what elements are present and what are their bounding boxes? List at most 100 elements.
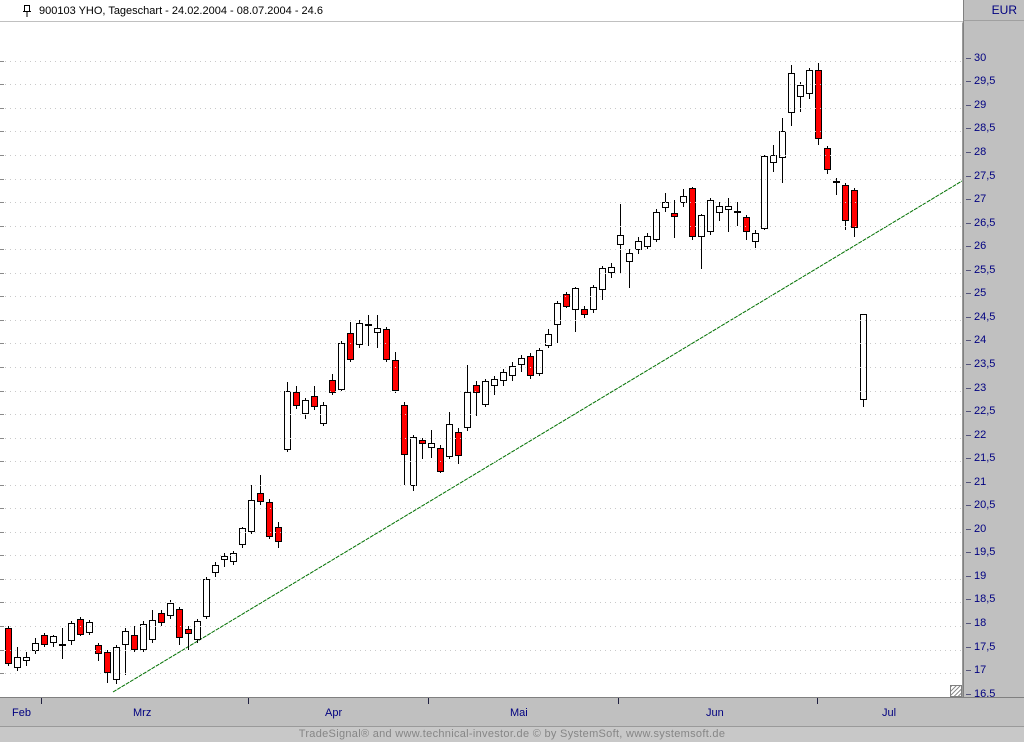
gridline <box>0 414 962 415</box>
candle-body <box>644 236 651 247</box>
candle-body <box>554 303 561 325</box>
y-axis-label: 21,5 <box>974 452 996 464</box>
y-axis-tick <box>966 623 971 624</box>
candle-body <box>23 657 30 661</box>
candle-body <box>617 235 624 245</box>
gridline <box>0 673 962 674</box>
candle-body <box>284 391 291 450</box>
candle-body <box>131 635 138 650</box>
y-minor-tick <box>0 579 4 580</box>
resize-grip[interactable] <box>950 685 962 697</box>
candle-wick <box>125 628 126 675</box>
gridline <box>0 84 962 85</box>
candle-wick <box>260 475 261 505</box>
candle-body <box>419 440 426 444</box>
candle-body <box>122 631 129 645</box>
y-axis-tick <box>966 340 971 341</box>
y-axis-label: 26,5 <box>974 217 996 229</box>
candle-body <box>482 381 489 405</box>
y-axis-tick <box>966 317 971 318</box>
y-axis-tick <box>966 293 971 294</box>
candle-wick <box>701 214 702 269</box>
y-axis-tick <box>966 599 971 600</box>
gridline <box>0 273 962 274</box>
candle-body <box>392 360 399 391</box>
candle-wick <box>368 315 369 346</box>
candle-body <box>248 500 255 532</box>
candle-wick <box>836 178 837 195</box>
x-axis-tick <box>817 698 818 704</box>
y-axis-label: 26 <box>974 240 987 252</box>
x-axis-label: Mrz <box>133 707 152 719</box>
candle-body <box>329 380 336 393</box>
y-axis-tick <box>966 270 971 271</box>
y-axis-label: 21 <box>974 476 987 488</box>
x-axis-label: Apr <box>325 707 343 719</box>
y-axis-tick <box>966 552 971 553</box>
y-axis-label: 29,5 <box>974 75 996 87</box>
y-axis-tick <box>966 694 971 695</box>
candle-body <box>167 603 174 616</box>
y-minor-tick <box>0 438 4 439</box>
y-minor-tick <box>0 155 4 156</box>
candle-wick <box>800 82 801 112</box>
price-axis[interactable]: 30 29,5 29 28,5 28 27,5 27 26,5 26 25,5 25 24,5 24 23… <box>963 21 1024 700</box>
y-axis-tick <box>966 670 971 671</box>
candle-body <box>86 622 93 633</box>
candle-body <box>257 493 264 502</box>
candle-wick <box>224 553 225 567</box>
candle-body <box>158 613 165 623</box>
candle-body <box>293 392 300 406</box>
gridline <box>0 108 962 109</box>
candle-body <box>95 645 102 654</box>
y-axis-label: 29 <box>974 99 987 111</box>
candle-body <box>212 565 219 573</box>
y-axis-label: 28,5 <box>974 122 996 134</box>
candle-body <box>563 294 570 307</box>
candle-wick <box>728 198 729 232</box>
y-axis-label: 25,5 <box>974 264 996 276</box>
candle-wick <box>629 249 630 288</box>
chart-plot-area[interactable] <box>0 22 963 698</box>
candle-body <box>752 233 759 242</box>
candle-body <box>833 181 840 183</box>
y-axis-label: 17 <box>974 664 987 676</box>
candle-body <box>221 556 228 560</box>
y-axis-label: 18,5 <box>974 593 996 605</box>
candle-body <box>815 70 822 139</box>
candle-body <box>266 502 273 537</box>
candle-body <box>770 155 777 163</box>
candle-body <box>311 396 318 407</box>
y-axis-tick <box>966 364 971 365</box>
candle-body <box>203 579 210 617</box>
y-minor-tick <box>0 508 4 509</box>
candle-body <box>275 527 282 542</box>
y-minor-tick <box>0 650 4 651</box>
time-axis[interactable]: Feb Mrz Apr Mai Jun Jul <box>0 697 1024 726</box>
y-axis-label: 23,5 <box>974 358 996 370</box>
gridline <box>0 155 962 156</box>
y-minor-tick <box>0 461 4 462</box>
candle-wick <box>737 202 738 226</box>
gridline <box>0 650 962 651</box>
y-minor-tick <box>0 273 4 274</box>
credit-text: TradeSignal® and www.technical-investor.… <box>0 726 1024 742</box>
candle-body <box>491 379 498 386</box>
candle-body <box>599 268 606 290</box>
gridline <box>0 179 962 180</box>
y-axis-tick <box>966 647 971 648</box>
candle-body <box>356 323 363 345</box>
candle-body <box>104 652 111 673</box>
gridline <box>0 579 962 580</box>
candle-body <box>581 309 588 315</box>
candle-body <box>464 392 471 428</box>
y-axis-tick <box>966 529 971 530</box>
candle-body <box>77 619 84 635</box>
candle-body <box>734 211 741 213</box>
candle-body <box>527 356 534 376</box>
candle-body <box>716 206 723 213</box>
y-minor-tick <box>0 226 4 227</box>
y-axis-label: 20 <box>974 523 987 535</box>
y-axis-label: 30 <box>974 52 987 64</box>
